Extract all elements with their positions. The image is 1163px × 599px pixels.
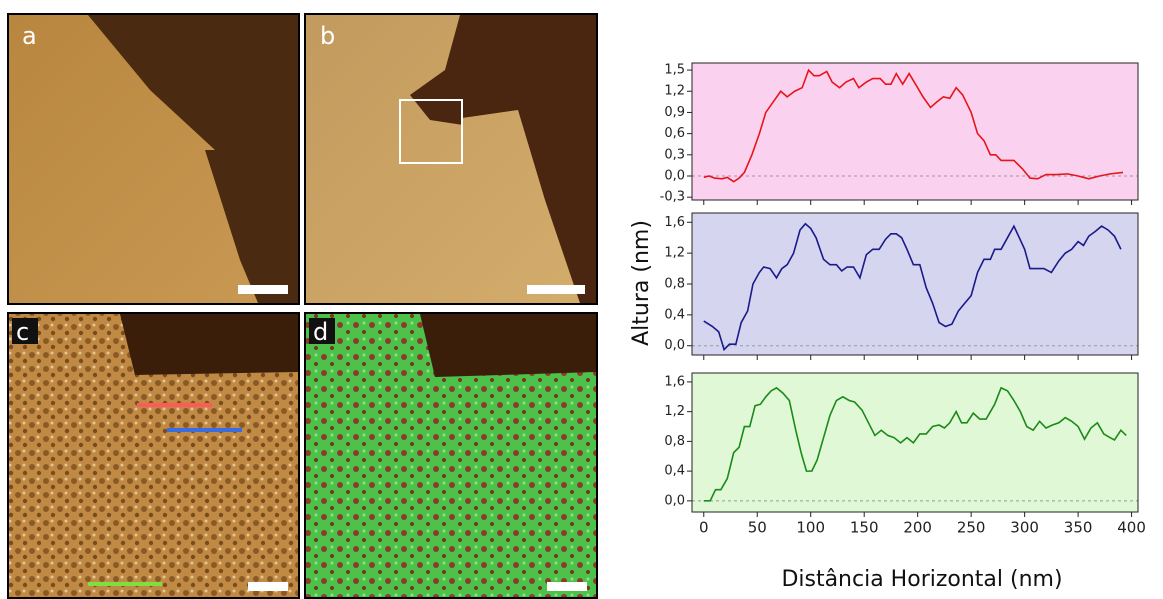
x-tick-label: 300 (1010, 519, 1039, 537)
y-axis-label: Altura (nm) (629, 220, 654, 346)
y-tick-label: 0,8 (664, 434, 685, 449)
y-tick-label: 1,2 (664, 404, 685, 419)
x-tick-label: 400 (1117, 519, 1146, 537)
x-tick-label: 200 (903, 519, 932, 537)
x-tick-label: 0 (699, 519, 709, 537)
x-axis-label: Distância Horizontal (nm) (781, 567, 1062, 592)
panel-a: a (8, 14, 299, 304)
x-tick-label: 350 (1064, 519, 1093, 537)
x-tick-label: 50 (748, 519, 767, 537)
x-tick-label: 150 (850, 519, 879, 537)
y-tick-label: 0,3 (664, 147, 685, 162)
panel-label: a (22, 22, 37, 50)
x-tick-label: 250 (957, 519, 986, 537)
plot-background (692, 213, 1138, 355)
y-tick-label: 0,0 (664, 168, 685, 183)
y-tick-label: 0,8 (664, 277, 685, 292)
y-tick-label: 1,2 (664, 84, 685, 99)
panel-label: c (16, 318, 29, 346)
y-tick-label: 0,4 (664, 307, 685, 322)
y-tick-label: 0,6 (664, 126, 685, 141)
panel-c: c (8, 313, 299, 598)
x-tick-label: 100 (796, 519, 825, 537)
y-tick-label: 0,0 (664, 493, 685, 508)
y-tick-label: 0,9 (664, 105, 685, 120)
plot-background (692, 373, 1138, 512)
y-tick-label: 1,6 (664, 215, 685, 230)
panel-b: b (305, 14, 597, 304)
y-tick-label: 0,0 (664, 338, 685, 353)
y-tick-label: 1,5 (664, 63, 685, 78)
figure: a b c d Altura (nm) Distância Horizontal… (0, 0, 1163, 599)
panel-d: d (305, 313, 597, 598)
panel-label: b (320, 22, 335, 50)
y-tick-label: 1,2 (664, 246, 685, 261)
panel-label: d (313, 318, 328, 346)
y-tick-label: 1,6 (664, 374, 685, 389)
y-tick-label: -0,3 (660, 190, 685, 205)
y-tick-label: 0,4 (664, 464, 685, 479)
